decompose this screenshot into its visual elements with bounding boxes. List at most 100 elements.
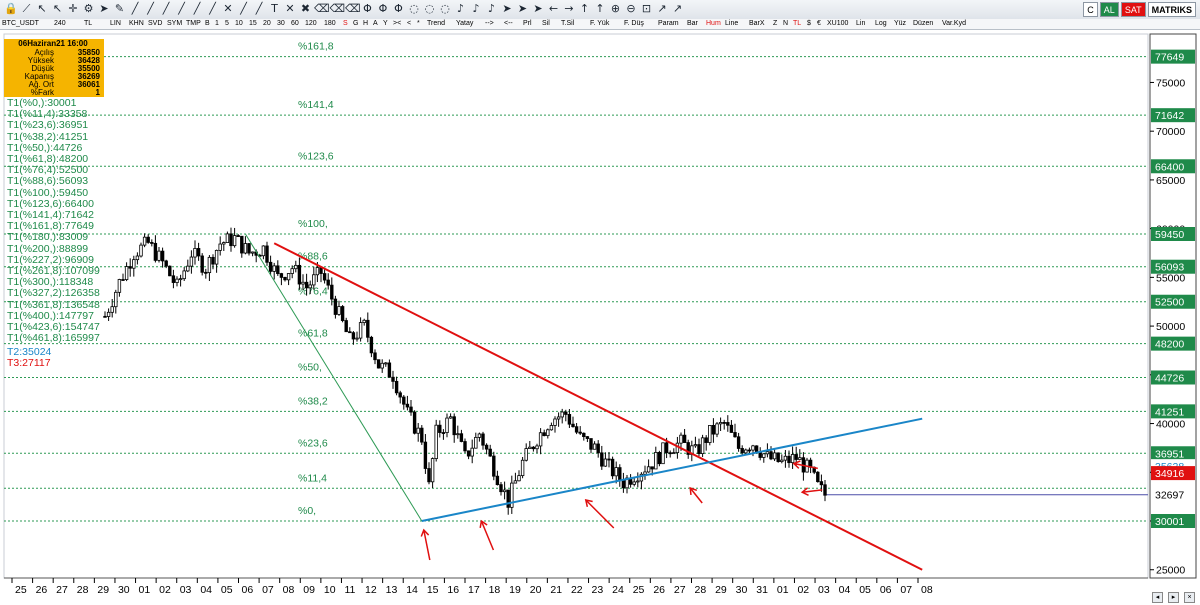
draw-line-icon[interactable]: ╱ (209, 2, 216, 15)
toolbar2-item[interactable]: Prl (523, 20, 532, 27)
remove-icon[interactable]: ⌫ (329, 2, 346, 15)
toolbar2-item[interactable]: F. Düş (624, 20, 644, 27)
settings-icon[interactable]: ⚙ (83, 2, 94, 15)
pointer-icon[interactable]: ➤ (517, 2, 528, 15)
draw-line-icon[interactable]: ╱ (178, 2, 185, 15)
sell-button[interactable]: SAT (1120, 2, 1146, 17)
toolbar2-item[interactable]: Z (773, 20, 778, 27)
toolbar2-item[interactable]: * (417, 20, 420, 27)
c-button[interactable]: C (1083, 2, 1098, 17)
toolbar2-item[interactable]: 15 (249, 20, 257, 27)
toolbar2-item[interactable]: XU100 (827, 20, 849, 27)
note-icon[interactable]: ♪ (472, 2, 480, 15)
toolbar2-item[interactable]: B (205, 20, 210, 27)
pointer-icon[interactable]: ➤ (533, 2, 543, 15)
left-arrow-icon[interactable]: ← (548, 2, 559, 15)
cross-icon[interactable]: ✕ (223, 2, 233, 15)
toolbar2-item[interactable]: Param (658, 20, 679, 27)
toolbar2-item[interactable]: SYM (167, 20, 183, 27)
toolbar2-item[interactable]: 1 (215, 20, 219, 27)
toolbar2-item[interactable]: Düzen (913, 20, 934, 27)
arrow-icon[interactable]: ↗ (657, 2, 667, 15)
zoom-out-icon[interactable]: ⊖ (626, 2, 636, 15)
crosshair-icon[interactable]: ✛ (68, 2, 78, 15)
toolbar2-item[interactable]: A (373, 20, 378, 27)
toolbar2-item[interactable]: 10 (235, 20, 243, 27)
note-icon[interactable]: ♪ (456, 2, 465, 15)
draw-line-icon[interactable]: ╱ (240, 2, 247, 15)
toolbar2-item[interactable]: N (783, 20, 789, 27)
toolbar2-item[interactable]: <-- (504, 20, 513, 27)
toolbar2-item[interactable]: Line (725, 20, 739, 27)
remove-icon[interactable]: ⌫ (314, 2, 330, 15)
toolbar2-item[interactable]: Lin (856, 20, 866, 27)
toolbar2-item[interactable]: TL (793, 20, 802, 27)
toolbar2-item[interactable]: F. Yük (590, 20, 610, 27)
toolbar2-item[interactable]: 60 (291, 20, 299, 27)
toolbar2-item[interactable]: $ (807, 20, 811, 27)
toolbar2-item[interactable]: Yüz (894, 20, 907, 27)
period-field[interactable]: 240 (54, 20, 66, 27)
toolbar2-item[interactable]: Y (383, 20, 388, 27)
cycle-icon[interactable]: ◌ (424, 2, 435, 15)
toolbar2-item[interactable]: S (343, 20, 348, 27)
remove-icon[interactable]: ⌫ (345, 2, 361, 15)
toolbar2-item[interactable]: 5 (225, 20, 229, 27)
up-arrow-icon[interactable]: ↑ (595, 2, 605, 15)
zoom-fit-icon[interactable]: ⊡ (641, 2, 652, 15)
close-icon[interactable]: × (1184, 592, 1195, 603)
up-arrow-icon[interactable]: ↑ (579, 2, 590, 15)
toolbar2-item[interactable]: T.Sil (561, 20, 575, 27)
arrow-tool-icon[interactable]: ↖ (37, 2, 47, 15)
toolbar2-item[interactable]: Log (875, 20, 887, 27)
lock-icon[interactable]: 🔒 (4, 2, 18, 15)
toolbar2-item[interactable]: € (817, 20, 821, 27)
draw-line-icon[interactable]: ╱ (131, 2, 139, 15)
toolbar2-item[interactable]: H (363, 20, 369, 27)
toolbar2-item[interactable]: LIN (110, 20, 121, 27)
draw-line-icon[interactable]: ╱ (255, 2, 263, 15)
toolbar2-item[interactable]: 180 (324, 20, 336, 27)
arrow-tool-icon[interactable]: ↖ (52, 2, 63, 15)
toolbar2-item[interactable]: Trend (427, 20, 446, 27)
toolbar2-item[interactable]: Bar (687, 20, 698, 27)
draw-line-icon[interactable]: ╱ (193, 2, 201, 15)
toolbar2-item[interactable]: BarX (749, 20, 765, 27)
toolbar2-item[interactable]: >< (393, 20, 402, 27)
toolbar2-item[interactable]: TMP (186, 20, 201, 27)
pointer-icon[interactable]: ➤ (502, 2, 512, 15)
toolbar2-item[interactable]: Sil (542, 20, 550, 27)
pointer-icon[interactable]: ➤ (99, 2, 109, 15)
trendline-tool-icon[interactable]: ⟋ (22, 2, 31, 15)
toolbar2-item[interactable]: < (407, 20, 412, 27)
fibonacci-icon[interactable]: Φ (378, 2, 388, 15)
toolbar2-item[interactable]: --> (485, 20, 494, 27)
text-tool-icon[interactable]: T (271, 2, 278, 15)
toolbar2-item[interactable]: G (353, 20, 359, 27)
arrow-icon[interactable]: ↗ (672, 2, 683, 15)
fibonacci-icon[interactable]: Φ (394, 2, 403, 15)
right-arrow-icon[interactable]: → (564, 2, 574, 15)
toolbar2-item[interactable]: 120 (305, 20, 317, 27)
draw-line-icon[interactable]: ╱ (162, 2, 170, 15)
scroll-left-button[interactable]: ◂ (1152, 592, 1163, 603)
toolbar2-item[interactable]: 30 (277, 20, 285, 27)
toolbar2-item[interactable]: KHN (129, 20, 144, 27)
cross-icon[interactable]: ✕ (285, 2, 295, 15)
draw-line-icon[interactable]: ╱ (147, 2, 154, 15)
cycle-icon[interactable]: ◌ (409, 2, 419, 15)
note-icon[interactable]: ♪ (487, 2, 496, 15)
cycle-icon[interactable]: ◌ (440, 2, 450, 15)
toolbar2-item[interactable]: Hum (706, 20, 721, 27)
toolbar2-item[interactable]: 20 (263, 20, 271, 27)
toolbar2-item[interactable]: SVD (148, 20, 163, 27)
currency-field[interactable]: TL (84, 20, 93, 27)
zoom-in-icon[interactable]: ⊕ (610, 2, 621, 15)
fibonacci-icon[interactable]: Φ (363, 2, 372, 15)
pencil-icon[interactable]: ✎ (114, 2, 125, 15)
toolbar2-item[interactable]: Var.Kyd (942, 20, 966, 27)
buy-button[interactable]: AL (1099, 2, 1119, 17)
delete-icon[interactable]: ✖ (300, 2, 311, 15)
toolbar2-item[interactable]: Yatay (456, 20, 474, 27)
symbol-field[interactable]: BTC_USDT (2, 20, 39, 27)
